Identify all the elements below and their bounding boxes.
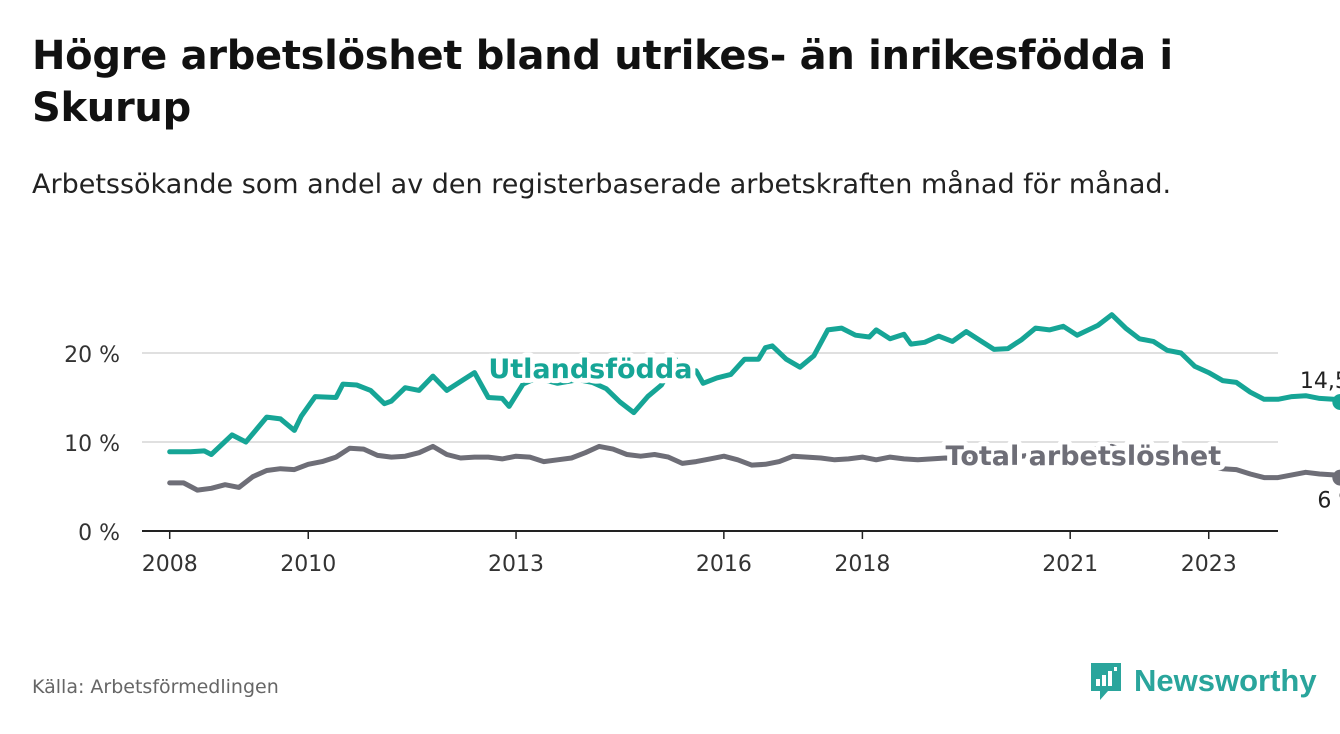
series-name-label-1: Total arbetslöshet xyxy=(946,441,1222,472)
line-chart: 0 % 10 % 20 % 2008 2010 2013 2016 2018 2021 2023… xyxy=(64,312,1340,577)
x-tick-label-5: 2021 xyxy=(1042,552,1098,577)
series-line-1 xyxy=(167,443,1340,493)
brand-logo: Newsworthy xyxy=(1088,660,1317,702)
series-labels: 14,5 % Utlandsfödda 6 % Total arbetslöshet xyxy=(483,349,1340,514)
x-tick-label-2: 2013 xyxy=(488,552,544,577)
series-end-label-1: 6 % xyxy=(1317,489,1340,514)
series-end-point-1 xyxy=(1332,469,1340,486)
newsworthy-logo-icon xyxy=(1091,663,1121,700)
chart-subtitle: Arbetssökande som andel av den registerb… xyxy=(32,169,1172,200)
x-tick-label-3: 2016 xyxy=(696,552,752,577)
series-name-label-0: Utlandsfödda xyxy=(488,354,692,385)
x-tick-label-0: 2008 xyxy=(142,552,198,577)
gridlines xyxy=(142,352,1278,443)
x-tick-label-4: 2018 xyxy=(834,552,890,577)
brand-name: Newsworthy xyxy=(1134,663,1317,698)
series-end-label-0: 14,5 % xyxy=(1300,369,1340,394)
chart-title: Högre arbetslöshet bland utrikes- än inr… xyxy=(32,33,1173,131)
x-axis: 2008 2010 2013 2016 2018 2021 2023 xyxy=(142,530,1278,577)
y-tick-label-2: 20 % xyxy=(64,343,120,368)
y-tick-label-1: 10 % xyxy=(64,432,120,457)
x-tick-label-1: 2010 xyxy=(280,552,336,577)
x-tick-label-6: 2023 xyxy=(1181,552,1237,577)
series-end-point-0 xyxy=(1332,393,1340,410)
source-note: Källa: Arbetsförmedlingen xyxy=(32,676,279,698)
y-tick-label-0: 0 % xyxy=(78,521,120,546)
series-lines xyxy=(167,312,1340,493)
y-axis: 0 % 10 % 20 % xyxy=(64,343,120,546)
series-line-0 xyxy=(167,312,1340,457)
